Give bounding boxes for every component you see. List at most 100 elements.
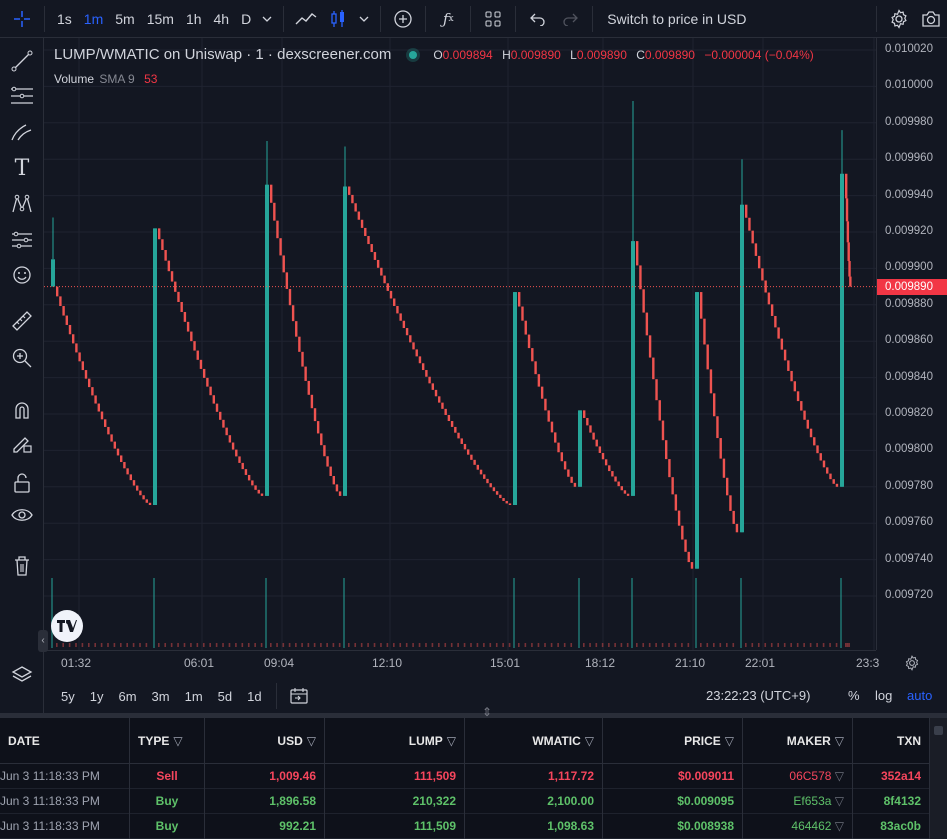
range-3m[interactable]: 3m (145, 689, 178, 704)
scrollbar-thumb[interactable] (934, 726, 943, 735)
cell-txn[interactable]: 352a14 (853, 764, 930, 789)
gear-icon[interactable] (883, 0, 915, 38)
column-header-usd[interactable]: USD ▽ (205, 718, 325, 764)
filter-icon[interactable]: ▽ (307, 734, 316, 748)
crosshair-icon[interactable] (0, 0, 44, 38)
time-axis[interactable]: 01:32 06:01 09:04 12:10 15:01 18:12 21:10 22:01… (44, 650, 876, 676)
filter-icon[interactable]: ▽ (831, 769, 844, 783)
zoom-in-icon[interactable] (0, 343, 44, 373)
emoji-icon[interactable] (0, 260, 44, 290)
candle-body (849, 277, 851, 287)
range-1m[interactable]: 1m (178, 689, 211, 704)
timeframe-1s[interactable]: 1s (51, 0, 78, 38)
range-6m[interactable]: 6m (111, 689, 144, 704)
volume-bar (525, 643, 527, 647)
timeframe-4h[interactable]: 4h (208, 0, 236, 38)
redo-icon[interactable] (554, 0, 586, 38)
table-row[interactable]: Jun 3 11:18:33 PM Sell 1,009.46 111,509 1,11… (0, 764, 930, 789)
prediction-icon[interactable] (0, 225, 44, 255)
add-indicator-icon[interactable] (387, 0, 419, 38)
volume-legend[interactable]: Volume SMA 9 53 (54, 72, 157, 86)
cell-maker[interactable]: 464462 ▽ (743, 814, 853, 839)
timeframe-d[interactable]: D (235, 0, 257, 38)
volume-bar (733, 643, 735, 647)
column-header-wmatic[interactable]: WMATIC ▽ (465, 718, 603, 764)
price-chart[interactable]: ‹ (44, 38, 876, 650)
cell-maker[interactable]: 06C578 ▽ (743, 764, 853, 789)
lock-pencil-icon[interactable] (0, 428, 44, 458)
column-header-price[interactable]: PRICE ▽ (603, 718, 743, 764)
cell-maker[interactable]: Ef653a ▽ (743, 789, 853, 814)
table-row[interactable]: Jun 3 11:18:33 PM Buy 1,896.58 210,322 2,100… (0, 789, 930, 814)
filter-icon[interactable]: ▽ (585, 734, 594, 748)
filter-icon[interactable]: ▽ (831, 819, 844, 833)
candles-icon[interactable] (322, 0, 354, 38)
horizontal-lines-icon[interactable] (0, 81, 44, 111)
volume-bar (133, 643, 135, 647)
ruler-icon[interactable] (0, 306, 44, 336)
column-header-txn[interactable]: TXN (853, 718, 930, 764)
auto-toggle[interactable]: auto (907, 688, 932, 703)
volume-bar (361, 643, 363, 647)
range-5d[interactable]: 5d (211, 689, 240, 704)
candle-body (98, 404, 100, 412)
filter-icon[interactable]: ▽ (725, 734, 734, 748)
column-header-date[interactable]: DATE (0, 718, 130, 764)
column-header-maker[interactable]: MAKER ▽ (743, 718, 853, 764)
candle-body (171, 271, 173, 281)
utc-clock[interactable]: 23:22:23 (UTC+9) (706, 688, 810, 703)
cell-txn[interactable]: 83ac0b (853, 814, 930, 839)
range-1d[interactable]: 1d (240, 689, 269, 704)
range-1y[interactable]: 1y (83, 689, 112, 704)
trend-line-icon[interactable] (0, 46, 44, 76)
layout-grid-icon[interactable] (477, 0, 509, 38)
table-row[interactable]: Jun 3 11:18:33 PM Buy 992.21 111,509 1,098.6… (0, 814, 930, 839)
brush-icon[interactable] (0, 117, 44, 147)
pattern-icon[interactable] (0, 189, 44, 219)
cell-txn[interactable]: 8f4132 (853, 789, 930, 814)
column-header-lump[interactable]: LUMP ▽ (325, 718, 465, 764)
table-scrollbar[interactable] (930, 718, 947, 839)
chevron-down-icon[interactable] (257, 0, 277, 38)
undo-icon[interactable] (522, 0, 554, 38)
line-chart-icon[interactable] (290, 0, 322, 38)
date-range-icon[interactable] (283, 680, 315, 712)
unlock-icon[interactable] (0, 468, 44, 498)
column-header-type[interactable]: TYPE ▽ (130, 718, 205, 764)
timeframe-15m[interactable]: 15m (141, 0, 180, 38)
text-tool-icon[interactable]: T (0, 153, 44, 183)
chevron-down-icon[interactable] (354, 0, 374, 38)
pair-title[interactable]: LUMP/WMATIC on Uniswap · 1 · dexscreener… (54, 46, 391, 63)
timeframe-1m[interactable]: 1m (78, 0, 109, 38)
candle-body (695, 292, 699, 569)
percent-toggle[interactable]: % (848, 688, 860, 703)
trash-icon[interactable] (0, 551, 44, 581)
timeframe-1h[interactable]: 1h (180, 0, 208, 38)
range-5y[interactable]: 5y (54, 689, 83, 704)
volume-label: Volume (54, 72, 94, 86)
camera-icon[interactable] (915, 0, 947, 38)
log-toggle[interactable]: log (875, 688, 892, 703)
tradingview-logo[interactable] (51, 610, 83, 642)
eye-icon[interactable] (0, 500, 44, 530)
volume-bar (120, 643, 122, 647)
timeframe-5m[interactable]: 5m (109, 0, 140, 38)
candle-body (787, 360, 789, 371)
filter-icon[interactable]: ▽ (831, 794, 844, 808)
volume-bar (432, 643, 434, 647)
axis-settings-icon[interactable] (876, 650, 947, 676)
price-axis[interactable]: 0.010020 0.010000 0.009980 0.009960 0.009940… (876, 38, 947, 650)
volume-bar (399, 643, 401, 647)
collapse-handle[interactable]: ‹ (38, 630, 48, 652)
filter-icon[interactable]: ▽ (173, 734, 182, 748)
filter-icon[interactable]: ▽ (835, 734, 844, 748)
switch-price-button[interactable]: Switch to price in USD (599, 11, 754, 27)
layers-icon[interactable] (0, 660, 44, 690)
magnet-icon[interactable] (0, 395, 44, 425)
candle-body (659, 400, 661, 420)
filter-icon[interactable]: ▽ (447, 734, 456, 748)
candle-body (164, 250, 166, 261)
candle-body (675, 494, 677, 510)
volume-bar (451, 643, 453, 647)
